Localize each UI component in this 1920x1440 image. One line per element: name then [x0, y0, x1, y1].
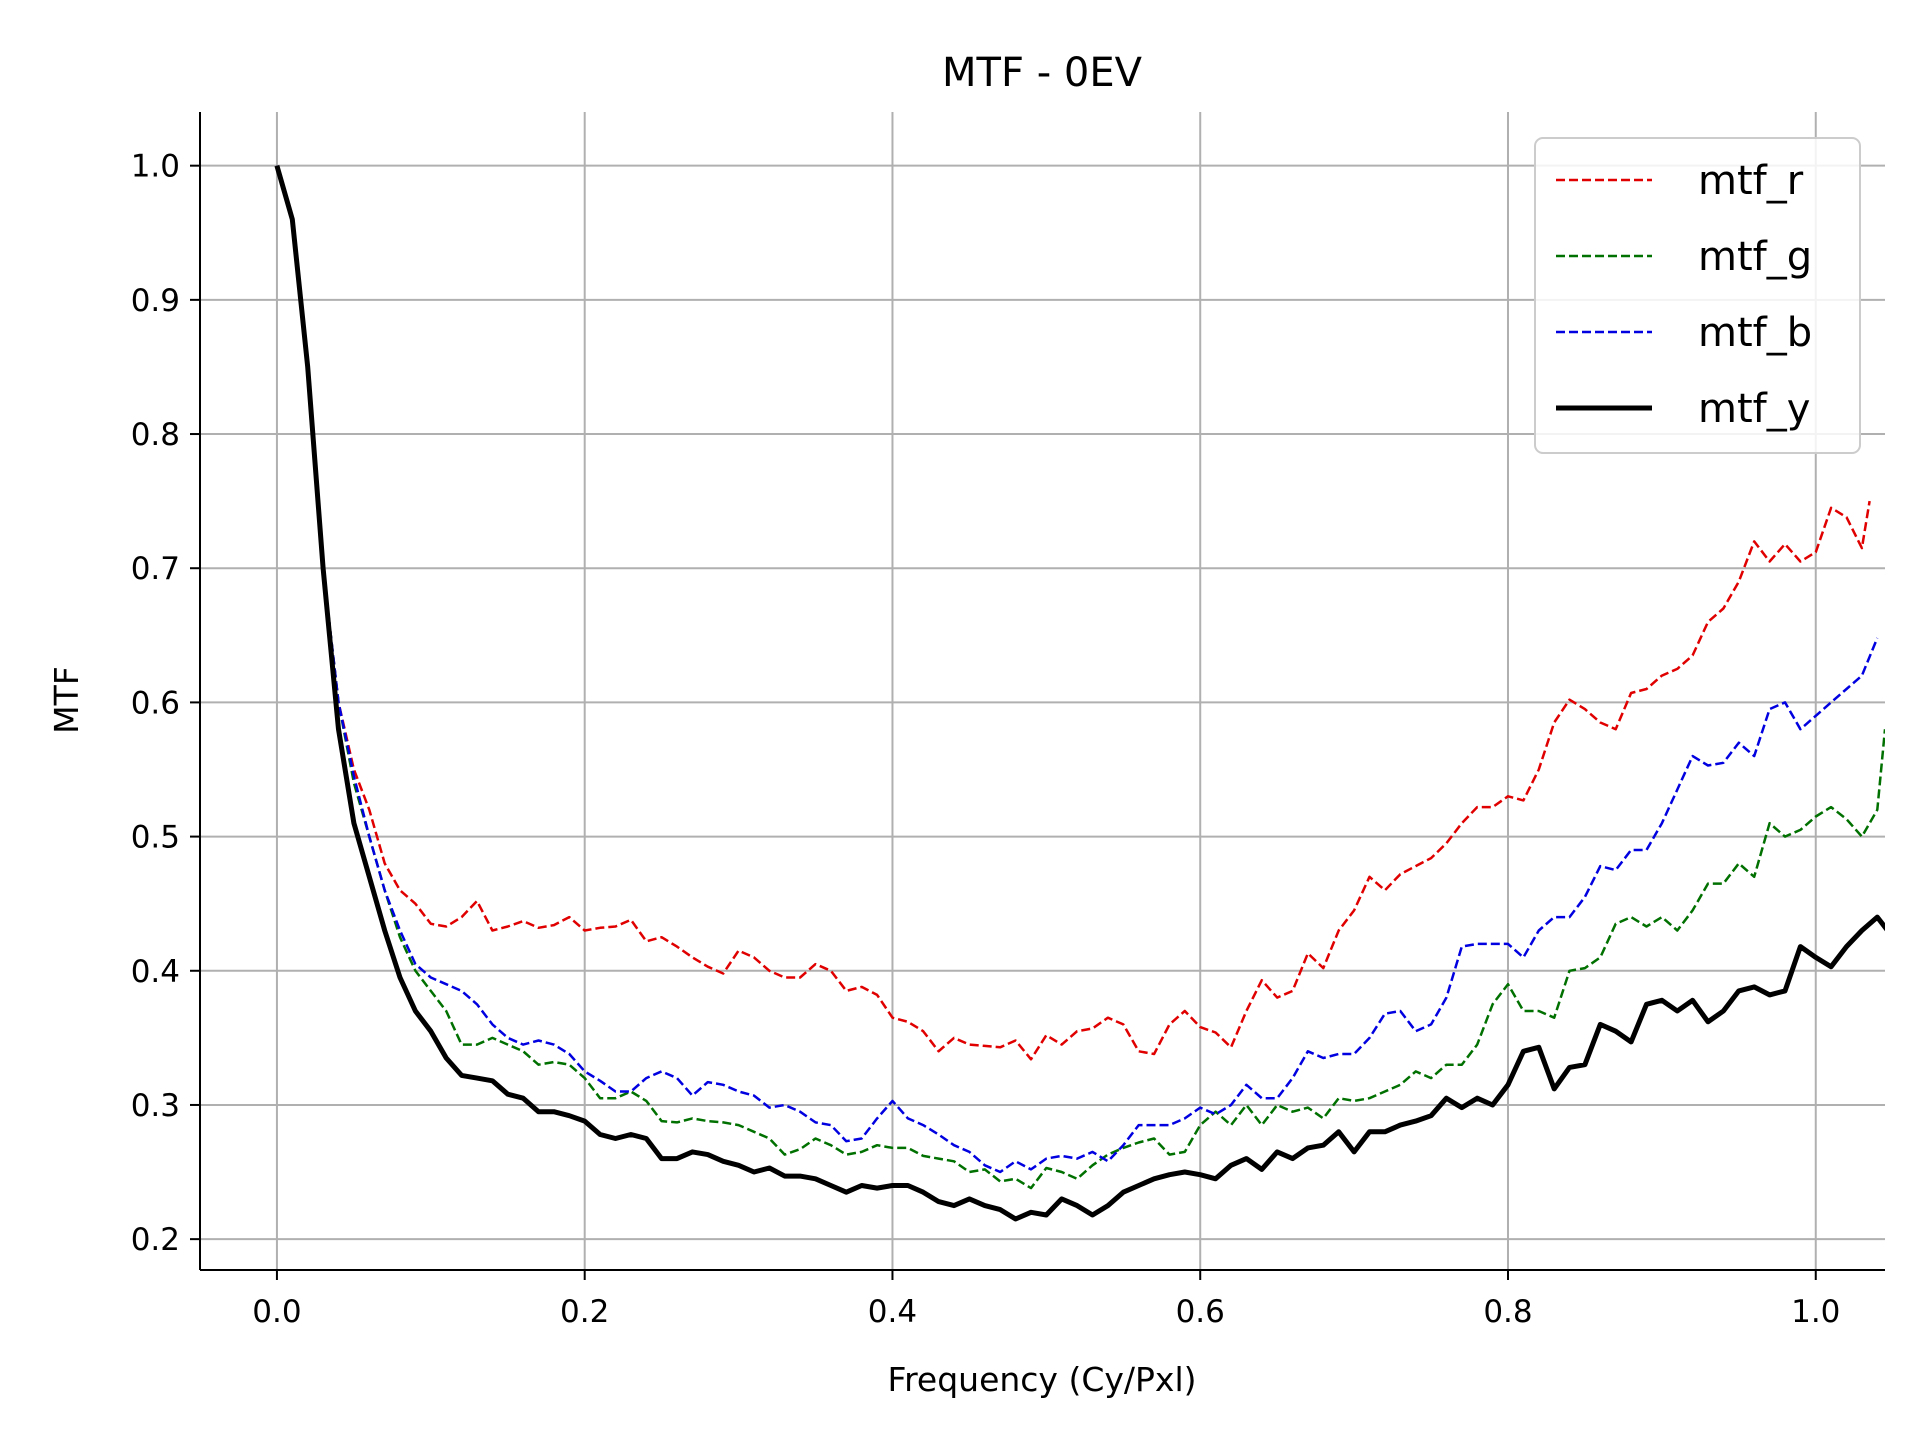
legend-label-mtf_r: mtf_r: [1698, 158, 1804, 204]
ticks: 0.0 0.2 0.4 0.6 0.8 1.0 0.2 0.3 0.4 0.5 0.6 0.7 0.8 0…: [131, 149, 1841, 1330]
legend-label-mtf_y: mtf_y: [1698, 386, 1810, 432]
x-tick-label: 0.6: [1176, 1294, 1225, 1330]
legend: mtf_r mtf_g mtf_b mtf_y: [1534, 137, 1861, 454]
y-tick-label: 0.7: [131, 551, 180, 587]
x-tick-label: 0.8: [1483, 1294, 1532, 1330]
y-tick-label: 1.0: [131, 149, 180, 185]
plot-area: [274, 165, 1885, 1222]
x-axis-label: Frequency (Cy/Pxl): [887, 1360, 1196, 1399]
legend-box: [1534, 137, 1861, 454]
legend-label-mtf_g: mtf_g: [1698, 234, 1812, 280]
x-tick-label: 0.2: [560, 1294, 609, 1330]
y-tick-label: 0.9: [131, 283, 180, 319]
y-axis-label: MTF: [47, 666, 86, 734]
y-tick-label: 0.2: [131, 1222, 180, 1258]
axes: [199, 112, 1885, 1271]
legend-label-mtf_b: mtf_b: [1698, 310, 1812, 356]
x-tick-label: 1.0: [1791, 1294, 1840, 1330]
y-tick-label: 0.4: [131, 954, 180, 990]
y-tick-label: 0.5: [131, 820, 180, 856]
grid-lines: [200, 112, 1885, 1270]
series-line-mtf_y: [274, 165, 1885, 1222]
y-tick-label: 0.8: [131, 417, 180, 453]
y-tick-label: 0.3: [131, 1088, 180, 1124]
series-line-mtf_r: [275, 165, 1871, 1061]
series-layer: [274, 165, 1885, 1222]
x-tick-label: 0.0: [252, 1294, 301, 1330]
series-line-mtf_g: [275, 165, 1885, 1190]
chart-title: MTF - 0EV: [942, 50, 1143, 96]
y-tick-label: 0.6: [131, 685, 180, 721]
series-line-mtf_b: [275, 165, 1879, 1174]
x-tick-label: 0.4: [868, 1294, 917, 1330]
